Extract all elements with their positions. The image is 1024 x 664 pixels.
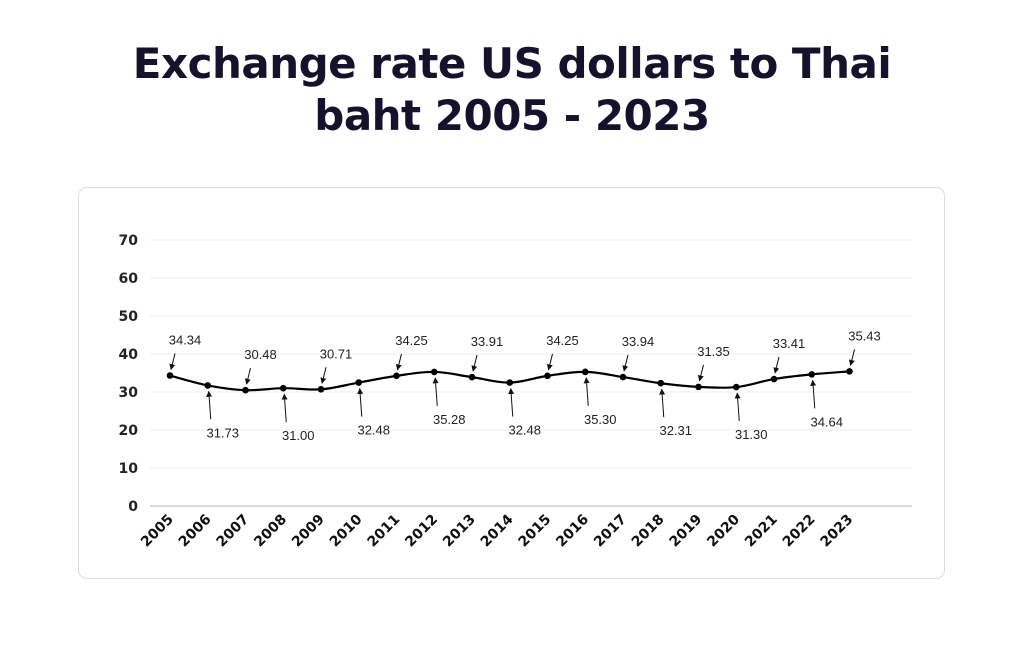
data-point xyxy=(506,379,514,386)
data-point xyxy=(581,368,589,376)
y-tick-label: 0 xyxy=(128,499,138,515)
x-tick-label: 2023 xyxy=(817,512,856,551)
label-arrow xyxy=(583,377,590,406)
x-tick-label: 2018 xyxy=(629,512,668,551)
data-label: 35.43 xyxy=(848,328,881,343)
data-label: 31.73 xyxy=(206,425,239,440)
data-point xyxy=(242,386,249,394)
gridlines xyxy=(150,239,912,507)
label-arrow xyxy=(697,364,704,382)
data-point xyxy=(468,373,476,381)
title-line-2: baht 2005 - 2023 xyxy=(314,91,710,140)
y-tick-label: 40 xyxy=(119,347,139,363)
label-arrow xyxy=(281,393,288,423)
data-label: 35.30 xyxy=(584,412,617,427)
x-tick-label: 2021 xyxy=(742,512,781,551)
data-point xyxy=(393,372,400,380)
data-point xyxy=(355,379,363,386)
data-point xyxy=(544,372,551,380)
data-label: 33.94 xyxy=(622,334,655,349)
label-arrow xyxy=(320,367,327,384)
data-label: 34.34 xyxy=(169,333,202,348)
x-tick-label: 2011 xyxy=(364,512,403,551)
x-tick-label: 2007 xyxy=(213,512,252,551)
x-tick-label: 2020 xyxy=(704,511,743,550)
data-label: 32.48 xyxy=(357,423,390,438)
y-tick-label: 20 xyxy=(119,423,139,439)
label-arrow xyxy=(622,354,629,372)
label-arrow xyxy=(357,387,364,417)
y-tick-label: 60 xyxy=(119,271,139,287)
data-label: 30.71 xyxy=(320,346,353,361)
label-arrow xyxy=(432,377,439,406)
data-point xyxy=(808,371,816,378)
y-tick-label: 50 xyxy=(119,309,139,325)
x-tick-label: 2017 xyxy=(591,512,630,551)
data-label: 34.25 xyxy=(546,333,579,348)
data-label: 32.48 xyxy=(508,423,541,438)
data-label: 31.00 xyxy=(282,428,315,443)
y-tick-label: 70 xyxy=(119,233,139,249)
data-labels: 34.34 31.73 30.48 31.00 30.71 32.48 34.25 35.28… xyxy=(169,328,881,443)
label-arrows xyxy=(169,349,855,423)
title-line-1: Exchange rate US dollars to Thai xyxy=(132,39,892,88)
data-point xyxy=(279,384,287,392)
label-arrow xyxy=(773,356,780,374)
data-label: 33.41 xyxy=(773,336,806,351)
data-label: 35.28 xyxy=(433,412,466,427)
data-label: 31.35 xyxy=(697,344,730,359)
x-tick-label: 2022 xyxy=(780,512,819,551)
data-point xyxy=(317,386,325,393)
x-tick-label: 2014 xyxy=(478,511,517,550)
label-arrow xyxy=(848,349,855,366)
data-point xyxy=(204,382,212,389)
data-point xyxy=(430,368,438,376)
data-label: 32.31 xyxy=(659,423,692,438)
x-tick-label: 2016 xyxy=(553,512,592,551)
chart-title: Exchange rate US dollars to Thai baht 20… xyxy=(112,38,912,142)
x-tick-label: 2015 xyxy=(515,512,554,551)
x-tick-label: 2009 xyxy=(289,512,328,551)
x-tick-label: 2012 xyxy=(402,512,441,551)
y-tick-label: 10 xyxy=(119,461,139,477)
data-point xyxy=(846,368,853,375)
data-label: 31.30 xyxy=(735,427,768,442)
data-point xyxy=(657,379,665,387)
data-point xyxy=(732,383,740,391)
data-point xyxy=(166,372,174,379)
label-arrow xyxy=(810,379,817,409)
x-tick-label: 2006 xyxy=(176,512,215,551)
x-tick-label: 2019 xyxy=(666,512,705,551)
data-points xyxy=(166,368,853,394)
y-axis-ticks: 0 10 20 30 40 50 60 70 xyxy=(119,233,139,515)
data-label: 30.48 xyxy=(244,347,277,362)
label-arrow xyxy=(169,353,176,371)
label-arrow xyxy=(659,388,666,418)
data-label: 34.64 xyxy=(810,414,843,429)
label-arrow xyxy=(244,368,251,385)
y-tick-label: 30 xyxy=(119,385,139,401)
data-label: 34.25 xyxy=(395,333,428,348)
data-label: 33.91 xyxy=(471,334,504,349)
x-tick-label: 2008 xyxy=(251,512,290,551)
x-tick-label: 2010 xyxy=(327,511,366,550)
label-arrow xyxy=(734,392,741,422)
label-arrow xyxy=(546,353,553,371)
data-point xyxy=(619,373,627,381)
label-arrow xyxy=(206,390,213,420)
x-tick-label: 2005 xyxy=(138,512,177,551)
label-arrow xyxy=(395,353,402,371)
label-arrow xyxy=(471,355,478,372)
label-arrow xyxy=(508,387,515,417)
x-axis-ticks: 2005200620072008200920102011201220132014… xyxy=(138,511,856,550)
x-tick-label: 2013 xyxy=(440,512,479,551)
data-point xyxy=(770,375,778,383)
data-point xyxy=(695,383,702,391)
